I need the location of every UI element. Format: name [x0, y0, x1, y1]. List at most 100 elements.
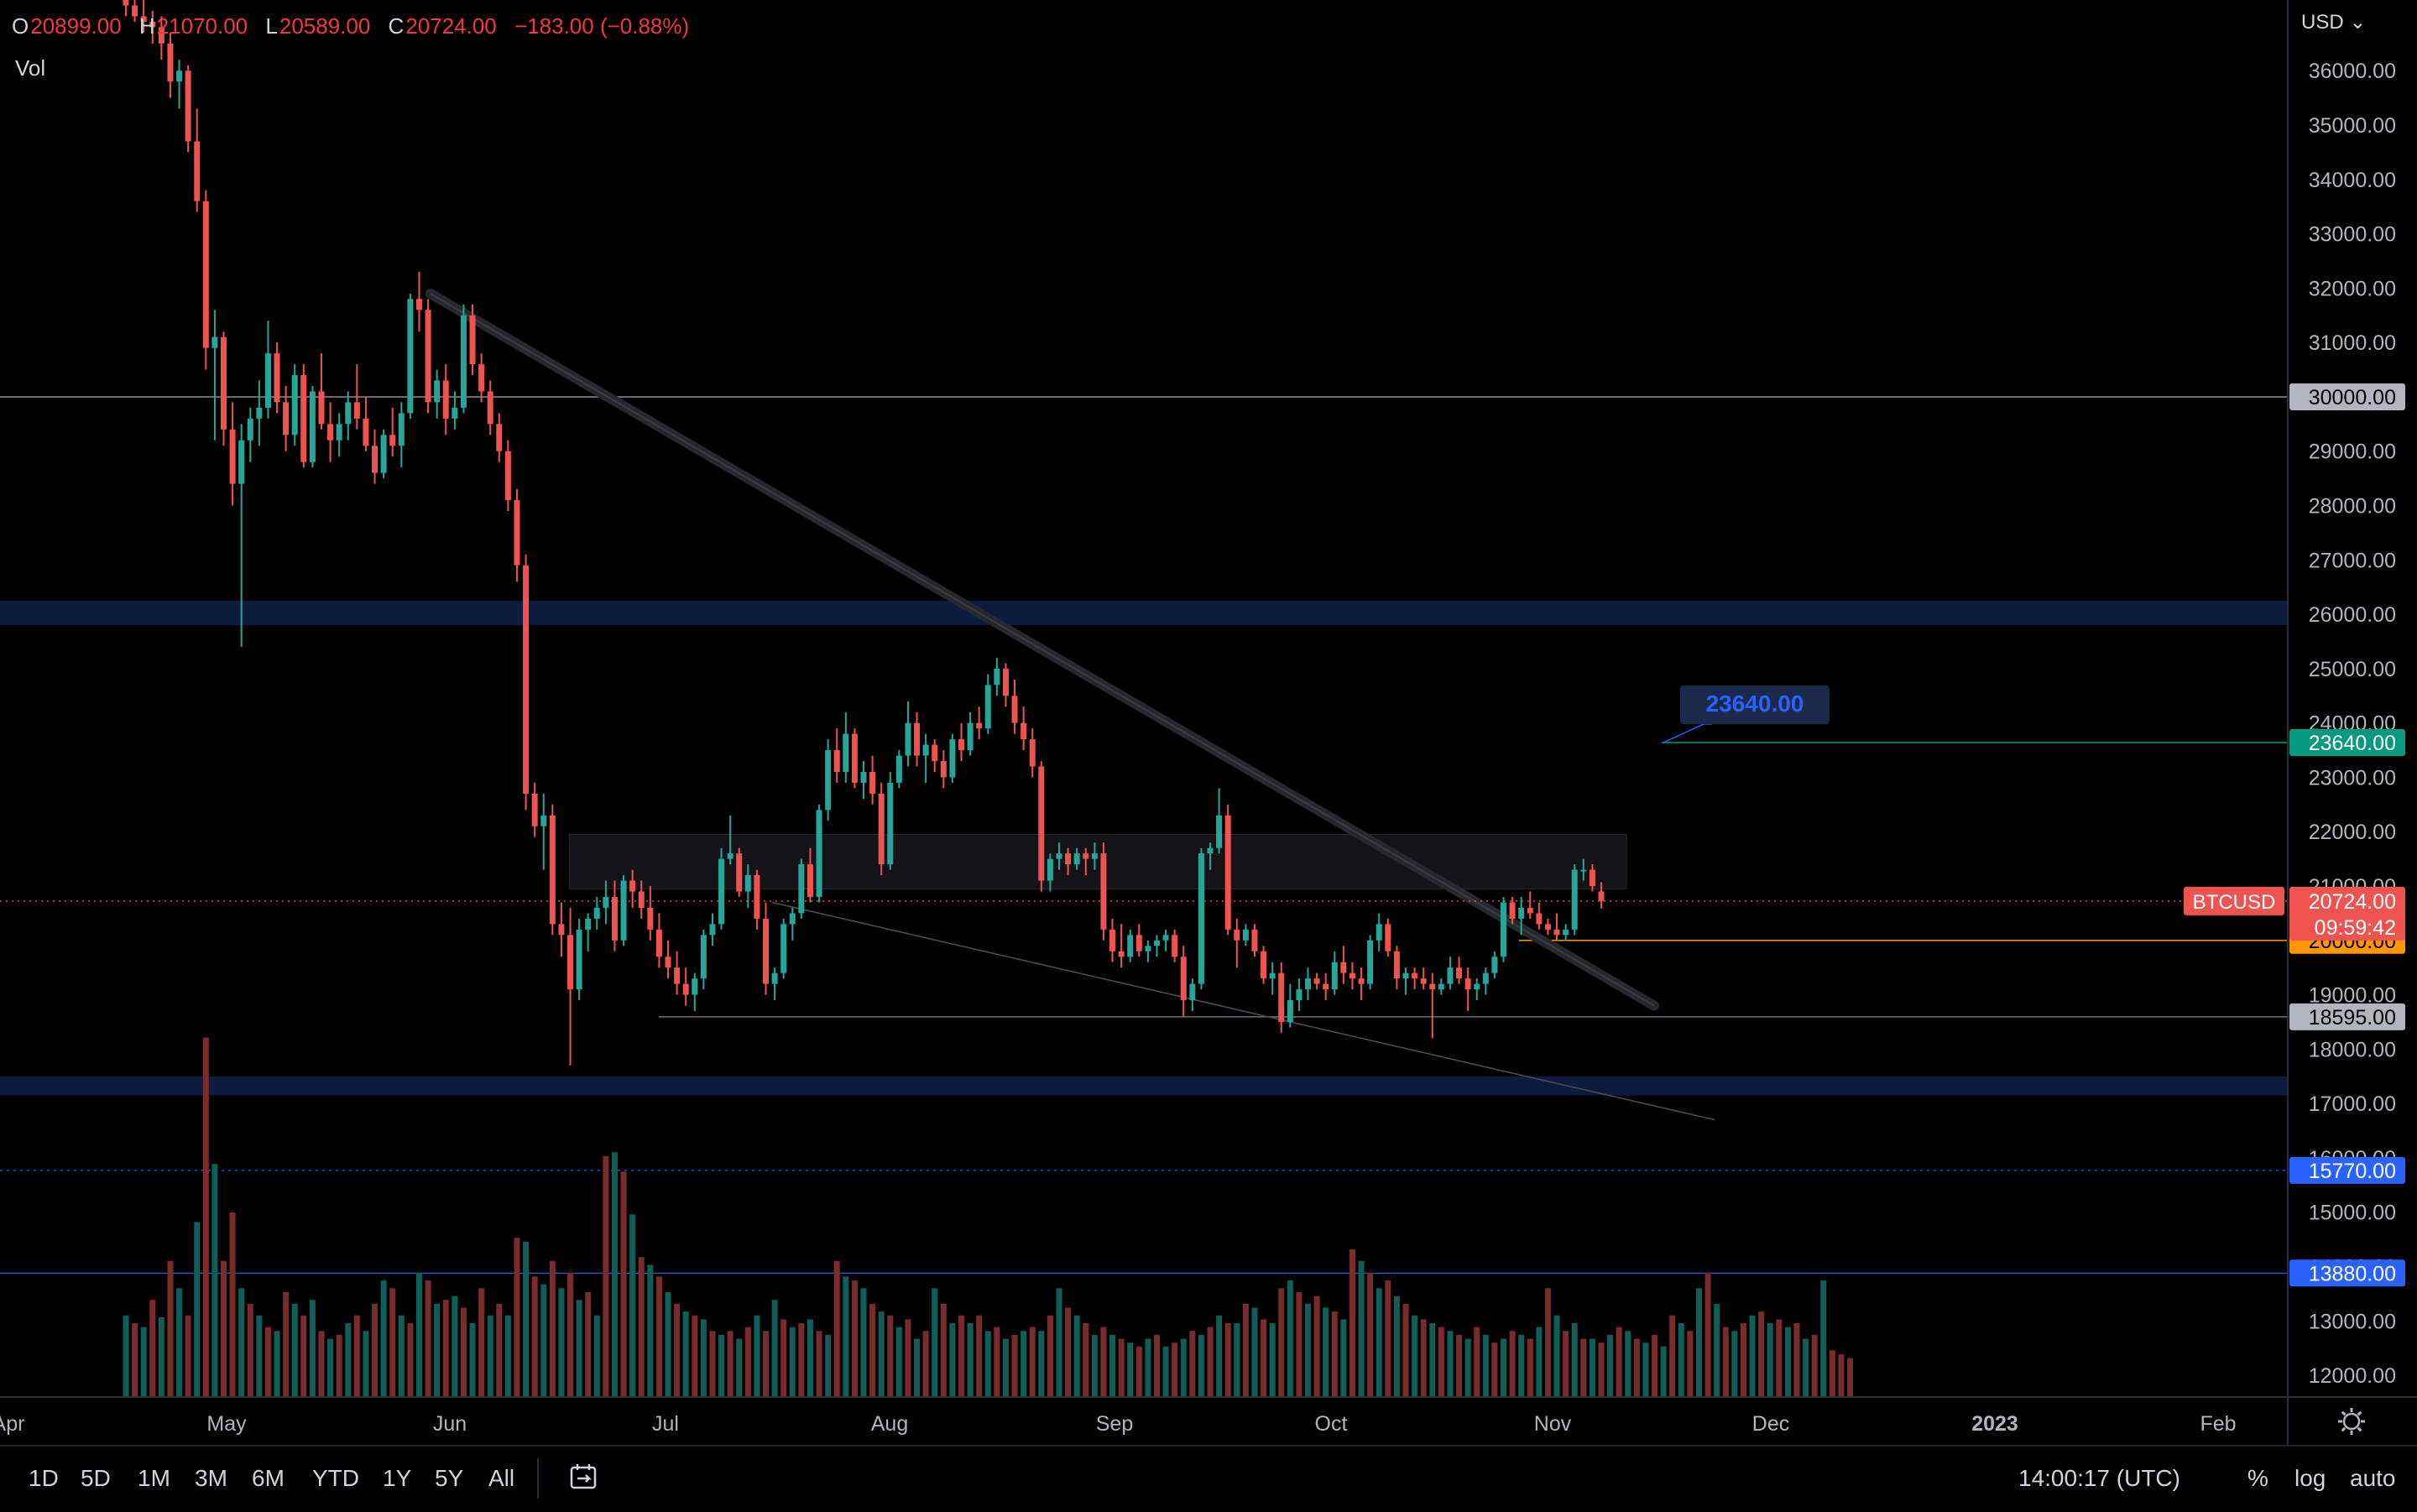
timeframe-1y[interactable]: 1Y [383, 1465, 412, 1491]
candle [1287, 1000, 1293, 1022]
volume-bar [1695, 1288, 1702, 1397]
timeframe-6m[interactable]: 6M [252, 1465, 285, 1491]
volume-bar [655, 1276, 662, 1397]
volume-bar [176, 1288, 183, 1397]
candle [1589, 869, 1595, 887]
bottom-toolbar: 1D 5D 1M 3M 6M YTD 1Y 5Y All 14:00:17 (U… [0, 1445, 2417, 1512]
candle [1518, 907, 1525, 919]
volume-bar [1767, 1323, 1773, 1397]
volume-bar [727, 1331, 733, 1397]
candle [807, 864, 813, 897]
candle [789, 913, 796, 925]
time-tick-label: Jul [652, 1412, 679, 1436]
volume-bar [763, 1331, 770, 1397]
candle [194, 141, 201, 201]
price-tick-label: 26000.00 [2309, 603, 2396, 627]
timeframe-all[interactable]: All [488, 1465, 515, 1491]
candle [727, 853, 733, 859]
time-tick-label: Jun [433, 1412, 467, 1436]
price-chart[interactable]: 23640.00 36000.00 35000.00 34000.00 33000.00… [0, 0, 2417, 1445]
volume-bar [1669, 1315, 1676, 1397]
timeframe-5d[interactable]: 5D [81, 1465, 111, 1491]
price-tick-label: 34000.00 [2309, 169, 2396, 192]
volume-bar [1234, 1323, 1240, 1397]
volume-bar [860, 1288, 867, 1397]
candle [531, 793, 538, 826]
settings-gear-icon[interactable] [2338, 1408, 2365, 1435]
utc-clock[interactable]: 14:00:17 (UTC) [2018, 1465, 2180, 1491]
candle [754, 875, 760, 919]
volume-bar [220, 1260, 227, 1397]
candle [549, 815, 556, 925]
auto-scale-toggle[interactable]: auto [2350, 1465, 2396, 1491]
candle [994, 668, 1000, 686]
volume-bar [1162, 1346, 1169, 1397]
volume-bar [1491, 1343, 1498, 1397]
volume-indicator-label[interactable]: Vol [15, 55, 46, 81]
percent-scale-toggle[interactable]: % [2247, 1465, 2268, 1491]
volume-bar [1847, 1358, 1854, 1397]
volume-bar [1412, 1315, 1418, 1397]
volume-bar [922, 1331, 929, 1397]
candle [700, 935, 707, 979]
timeframe-ytd[interactable]: YTD [312, 1465, 359, 1491]
candle [860, 771, 867, 783]
candle [487, 391, 493, 425]
candle [1527, 907, 1533, 914]
candle [452, 407, 458, 419]
price-tick-label: 33000.00 [2309, 223, 2396, 247]
candle [878, 793, 885, 865]
candle [1251, 929, 1258, 952]
candle [1376, 924, 1382, 941]
volume-bar [1313, 1296, 1320, 1397]
timeframe-5y[interactable]: 5Y [435, 1465, 464, 1491]
price-label: 15770.00 [2309, 1160, 2396, 1183]
candle [1580, 869, 1587, 872]
candle [833, 750, 840, 772]
volume-bar [132, 1323, 138, 1397]
candle [914, 722, 921, 756]
timeframe-1m[interactable]: 1M [138, 1465, 170, 1491]
candle [496, 424, 503, 451]
date-range-icon[interactable] [569, 1462, 599, 1498]
volume-bar [638, 1257, 645, 1397]
volume-bar [1180, 1338, 1187, 1397]
currency-selector[interactable]: USD ⌄ [2301, 11, 2367, 34]
timeframe-3m[interactable]: 3M [195, 1465, 227, 1491]
candle [380, 435, 387, 473]
volume-bar [567, 1272, 574, 1397]
volume-bar [843, 1276, 849, 1397]
log-scale-toggle[interactable]: log [2294, 1465, 2326, 1491]
price-tick-label: 15000.00 [2309, 1202, 2396, 1225]
support-resistance-zone [0, 600, 2288, 626]
candle [744, 875, 751, 892]
candle [1340, 962, 1347, 973]
volume-bar [958, 1315, 964, 1397]
candle [1429, 983, 1436, 990]
timeframe-1d[interactable]: 1D [29, 1465, 59, 1491]
price-tick-label: 18000.00 [2309, 1038, 2396, 1061]
candle [682, 983, 689, 995]
candle [736, 853, 743, 892]
volume-bar [345, 1323, 352, 1397]
volume-bar [1376, 1288, 1382, 1397]
candle [140, 16, 147, 22]
price-tick-label: 35000.00 [2309, 114, 2396, 138]
time-tick-label: Dec [1752, 1412, 1789, 1436]
candle [1447, 967, 1454, 984]
volume-bar [336, 1334, 342, 1397]
volume-bar [851, 1280, 858, 1397]
volume-bar [1296, 1291, 1302, 1397]
candle [336, 424, 342, 441]
volume-bar [415, 1272, 422, 1397]
volume-bar [665, 1291, 671, 1397]
volume-bar [1100, 1327, 1107, 1397]
toolbar-divider [537, 1458, 539, 1499]
candle [887, 782, 894, 865]
volume-bar [1589, 1338, 1595, 1397]
volume-bar [1083, 1323, 1089, 1397]
volume-bar [1563, 1331, 1569, 1397]
volume-bar [523, 1241, 530, 1397]
time-tick-label: Feb [2200, 1412, 2236, 1436]
candle [1002, 668, 1009, 696]
